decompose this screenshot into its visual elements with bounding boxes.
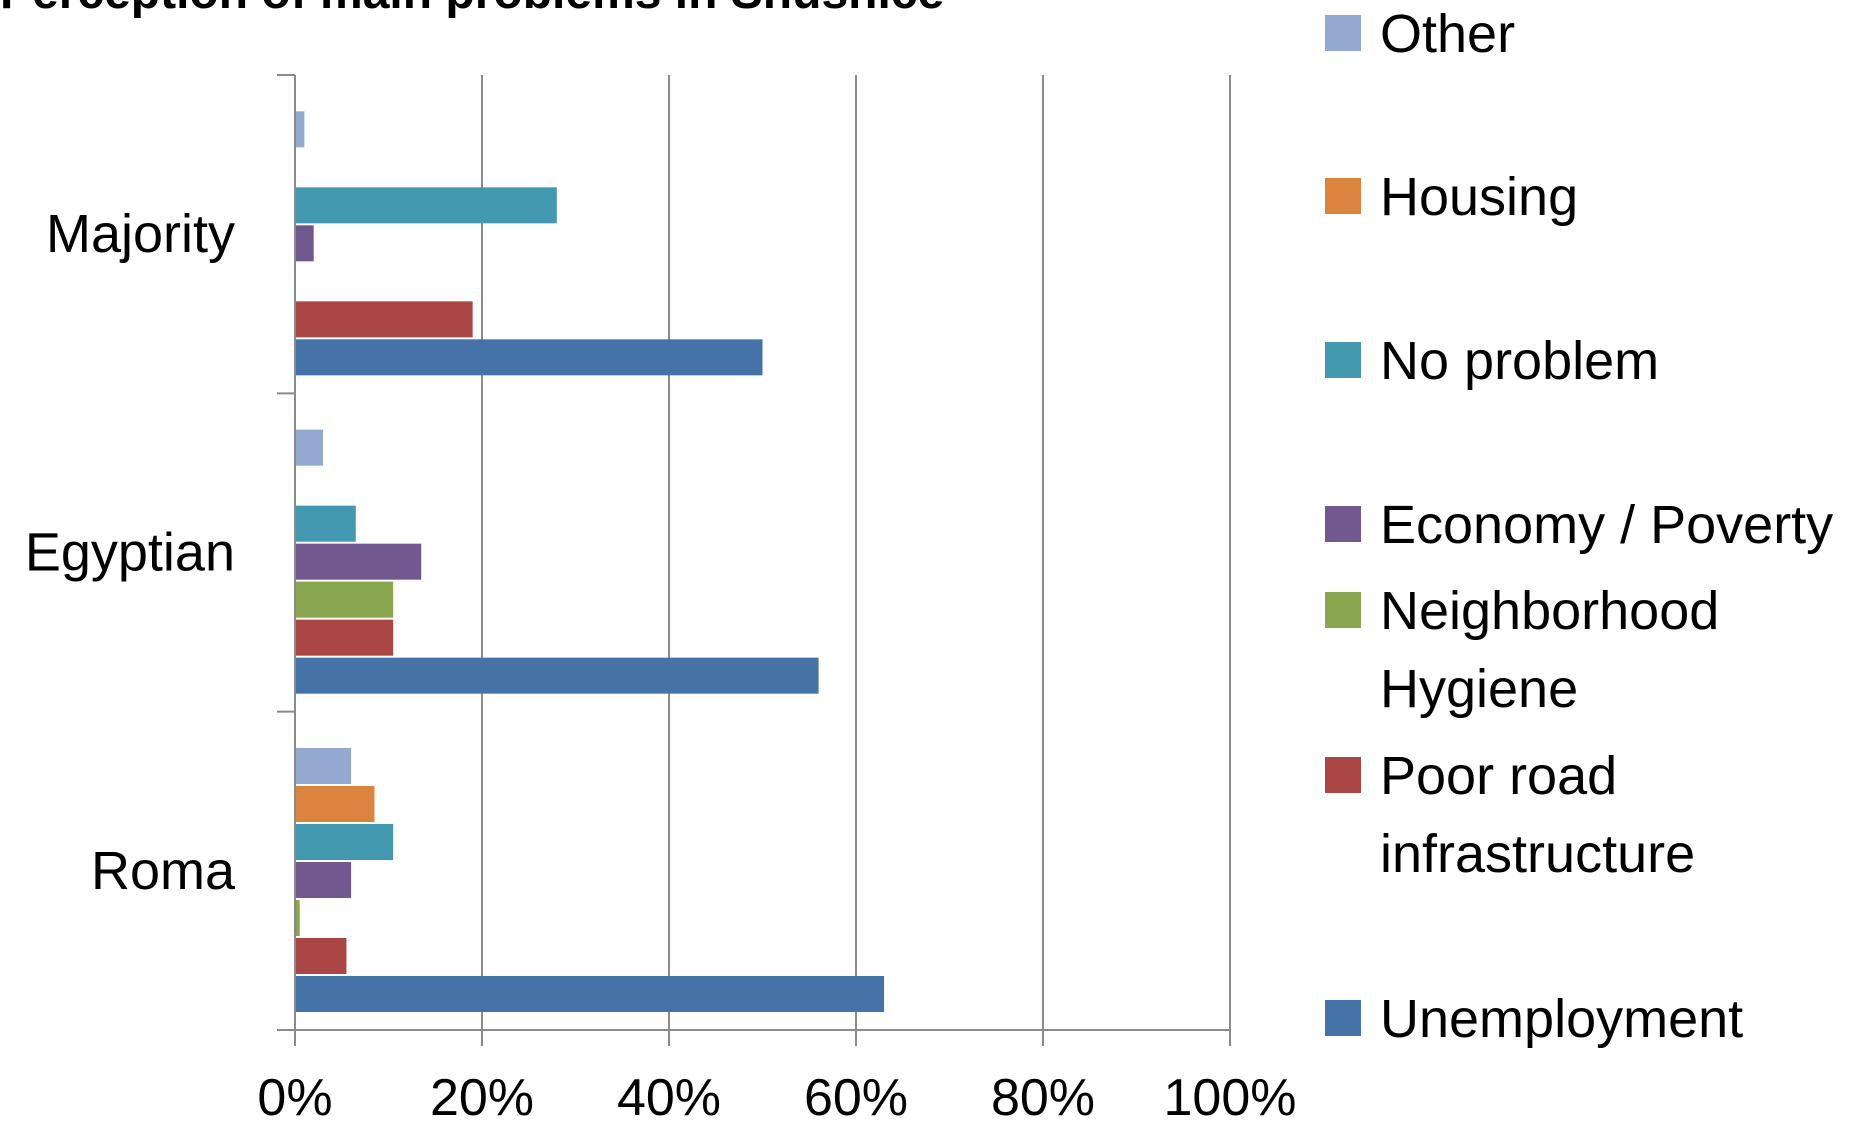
x-tick-label: 100% <box>1164 1069 1297 1127</box>
legend-label: Other <box>1380 4 1515 64</box>
x-tick-labels: 0% 20% 40% 60% 80% 100% <box>257 1069 1296 1127</box>
bar <box>295 862 352 898</box>
bar <box>295 543 422 580</box>
legend-label-line: Neighborhood <box>1380 581 1719 641</box>
bar <box>295 339 763 376</box>
legend-swatch <box>1325 1000 1361 1036</box>
x-tick-label: 40% <box>617 1069 721 1127</box>
category-label: Majority <box>46 204 235 264</box>
legend-swatch <box>1325 178 1361 214</box>
x-tick-label: 60% <box>804 1069 908 1127</box>
x-tick-label: 20% <box>430 1069 534 1127</box>
axes <box>277 74 1231 1046</box>
bars <box>295 111 885 1012</box>
bar <box>295 900 300 936</box>
legend-label: Poor road infrastructure <box>1380 746 1695 884</box>
bar <box>295 111 305 148</box>
legend-label: Housing <box>1380 167 1578 227</box>
legend-label-line: Poor road <box>1380 746 1617 806</box>
bar <box>295 225 314 262</box>
x-tick-label: 80% <box>991 1069 1095 1127</box>
bar <box>295 786 375 822</box>
category-label: Roma <box>91 841 236 901</box>
legend-label-line: infrastructure <box>1380 824 1695 884</box>
bar <box>295 429 324 466</box>
bar <box>295 581 394 618</box>
category-label: Egyptian <box>25 523 235 583</box>
bar <box>295 976 885 1012</box>
legend-label: No problem <box>1380 331 1659 391</box>
legend-swatch <box>1325 15 1361 51</box>
bar <box>295 301 473 338</box>
legend-swatch <box>1325 506 1361 542</box>
legend-label: Economy / Poverty <box>1380 495 1833 555</box>
category-labels: Majority Egyptian Roma <box>25 204 236 901</box>
bar <box>295 619 394 656</box>
legend-label-line: Hygiene <box>1380 659 1578 719</box>
bar <box>295 187 557 224</box>
bar <box>295 657 819 694</box>
legend-swatch <box>1325 757 1361 793</box>
legend: Other Housing No problem Economy / Poverty N… <box>1325 4 1833 1049</box>
legend-swatch <box>1325 342 1361 378</box>
legend-label: Neighborhood Hygiene <box>1380 581 1719 719</box>
legend-label: Unemployment <box>1380 989 1743 1049</box>
gridlines <box>481 75 1231 1030</box>
bar <box>295 748 352 784</box>
chart-title: Perception of main problems in Shushice <box>0 0 944 19</box>
legend-swatch <box>1325 592 1361 628</box>
x-tick-label: 0% <box>257 1069 332 1127</box>
bar <box>295 824 394 860</box>
bar <box>295 505 356 542</box>
bar <box>295 938 347 974</box>
